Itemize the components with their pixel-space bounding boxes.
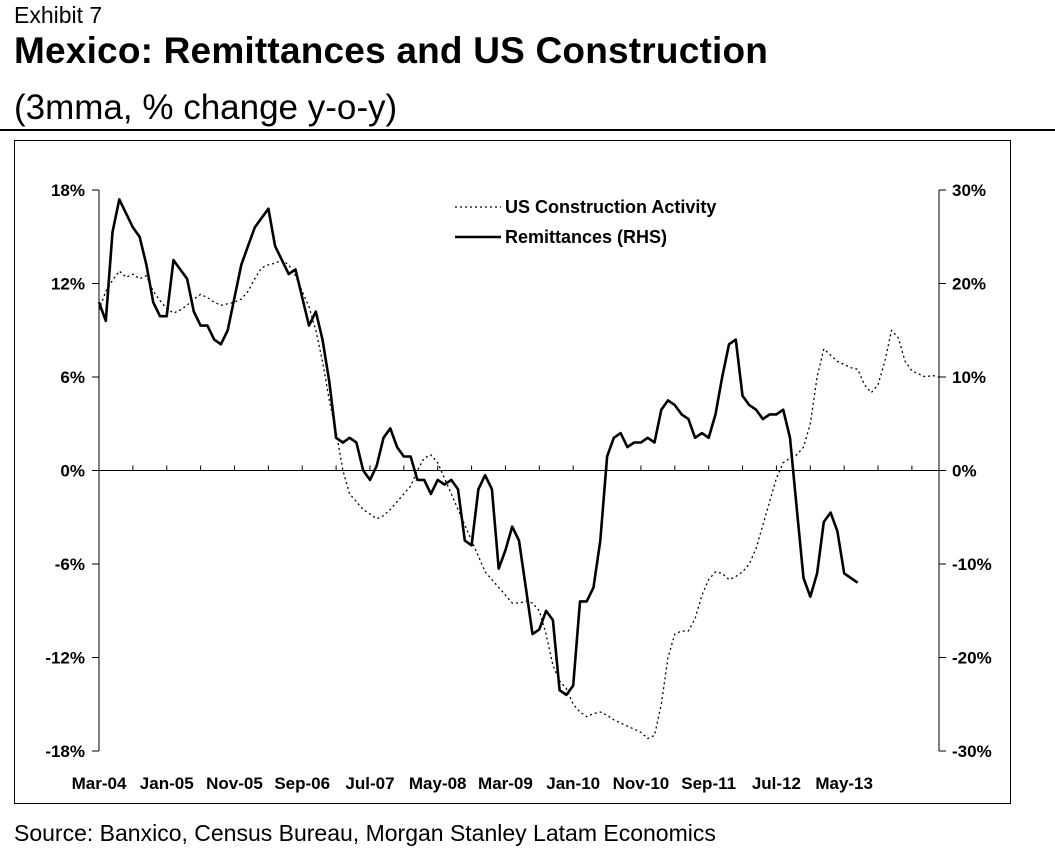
x-tick-label: Sep-06 [274,774,330,793]
x-tick-label: Jul-07 [345,774,394,793]
right-y-tick-label: -10% [952,555,992,574]
x-tick-label: Mar-09 [478,774,533,793]
exhibit-label: Exhibit 7 [14,2,103,28]
chart-subtitle: (3mma, % change y-o-y) [14,88,398,127]
left-y-tick-label: 0% [60,462,85,481]
left-y-tick-label: 6% [60,368,85,387]
x-tick-label: Mar-04 [72,774,127,793]
right-y-tick-label: -20% [952,649,992,668]
source-note: Source: Banxico, Census Bureau, Morgan S… [14,820,716,846]
left-y-tick-label: -12% [45,649,85,668]
x-tick-label: Sep-11 [681,774,736,793]
chart-title: Mexico: Remittances and US Construction [14,30,769,71]
right-y-tick-label: 0% [952,462,977,481]
left-y-tick-label: 18% [51,181,85,200]
right-y-tick-label: 20% [952,275,986,294]
x-tick-label: Jan-10 [546,774,600,793]
x-tick-label: Jul-12 [752,774,801,793]
x-tick-label: Nov-05 [206,774,263,793]
right-y-tick-label: 30% [952,181,986,200]
right-y-tick-label: 10% [952,368,986,387]
legend-label-remittances: Remittances (RHS) [505,227,667,247]
right-y-tick-label: -30% [952,742,992,761]
x-tick-label: Nov-10 [613,774,670,793]
x-tick-label: May-13 [815,774,873,793]
x-tick-label: May-08 [409,774,467,793]
us-construction-line [98,259,940,740]
remittances-line [97,198,859,697]
legend-label-construction: US Construction Activity [505,197,716,217]
x-tick-label: Jan-05 [140,774,194,793]
left-y-tick-label: 12% [51,275,85,294]
chart-frame: 18% 12% 6% 0% -6% -12% -18% 30% 20% 10% 0% -10% -20%… [14,140,1011,804]
chart-canvas: 18% 12% 6% 0% -6% -12% -18% 30% 20% 10% 0% -10% -20%… [45,181,992,793]
left-y-tick-label: -6% [55,555,85,574]
title-divider [0,129,1055,131]
left-y-tick-label: -18% [45,742,85,761]
